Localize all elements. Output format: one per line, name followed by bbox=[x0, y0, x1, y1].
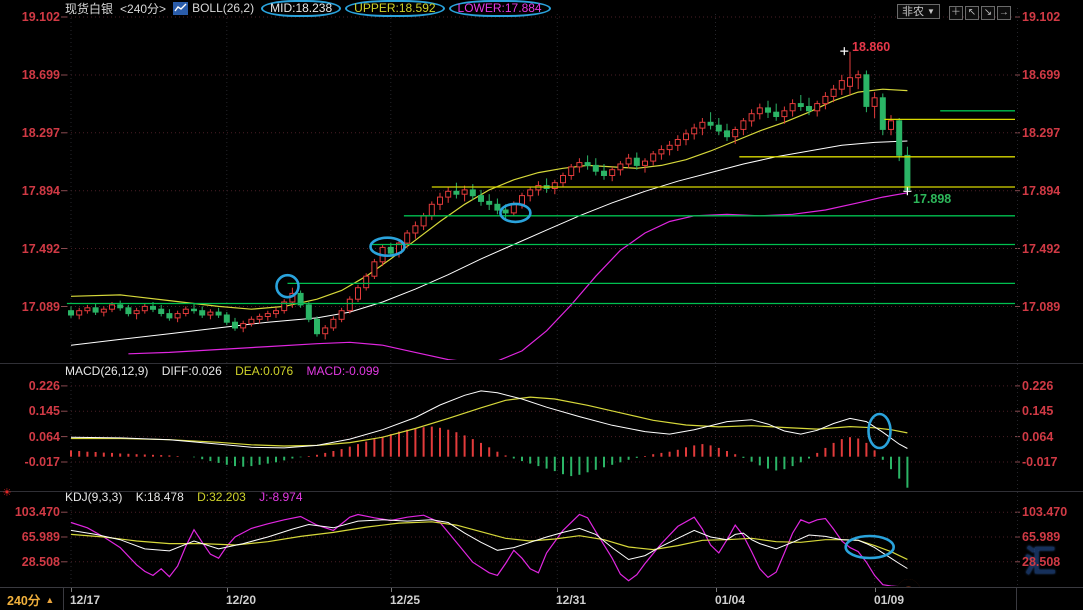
j-line bbox=[70, 513, 899, 586]
bottom-bar-divider bbox=[1016, 588, 1017, 610]
boll-lower-value: LOWER:17.884 bbox=[457, 0, 542, 15]
event-dropdown-label: 非农 bbox=[902, 6, 924, 18]
x-axis-tick bbox=[391, 588, 392, 592]
crosshair-move-icon[interactable]: ＋ bbox=[948, 6, 963, 20]
k-line bbox=[70, 519, 908, 569]
price-levels bbox=[66, 110, 1015, 305]
chart-header: 现货白银 <240分> BOLL(26,2) MID:18.238 UPPER:… bbox=[65, 0, 555, 17]
kdj-k-value: K:18.478 bbox=[135, 490, 184, 504]
macd-indicator-name: MACD(26,12,9) bbox=[65, 364, 149, 378]
boll-lower-line bbox=[128, 192, 908, 360]
price-marker-cross bbox=[903, 187, 912, 196]
period-cell: 240分 ▲ bbox=[0, 588, 64, 610]
period-selector[interactable]: 240分 ▲ bbox=[0, 590, 54, 609]
x-axis-label: 01/09 bbox=[874, 593, 905, 607]
kdj-pane bbox=[70, 513, 908, 586]
zoom-reset-icon[interactable]: ↘ bbox=[980, 6, 995, 20]
macd-pane bbox=[70, 390, 909, 488]
x-axis-tick bbox=[71, 588, 72, 592]
high-price-annotation: 18.860 bbox=[852, 40, 891, 54]
macd-header: MACD(26,12,9) DIFF:0.026 DEA:0.076 MACD:… bbox=[65, 364, 379, 378]
highlight-ellipse bbox=[844, 534, 896, 560]
chart-toolbar: 非农 ▼ ＋ ↖ ↘ → bbox=[897, 2, 1011, 20]
price-marker-cross bbox=[840, 47, 849, 56]
x-axis-tick bbox=[875, 588, 876, 592]
dea-line bbox=[71, 396, 908, 447]
x-axis-label: 12/25 bbox=[390, 593, 421, 607]
gridlines bbox=[0, 8, 1083, 586]
boll-mid-value: MID:18.238 bbox=[270, 0, 333, 15]
highlight-ellipse bbox=[275, 273, 300, 299]
boll-upper-value: UPPER:18.592 bbox=[354, 0, 436, 15]
kdj-j-value: J:-8.974 bbox=[259, 490, 303, 504]
period-label: 240分 bbox=[7, 594, 41, 608]
x-axis-label: 12/20 bbox=[226, 593, 257, 607]
highlight-ellipse bbox=[369, 236, 406, 257]
triangle-up-icon: ▲ bbox=[45, 594, 55, 605]
chart-type-icon bbox=[173, 1, 189, 15]
symbol-title: 现货白银 bbox=[65, 1, 114, 16]
x-axis-tick bbox=[716, 588, 717, 592]
diff-line bbox=[70, 390, 908, 449]
macd-dea-value: DEA:0.076 bbox=[235, 364, 294, 378]
main-pane bbox=[68, 51, 911, 360]
chevron-down-icon: ▼ bbox=[927, 6, 935, 16]
pan-right-icon[interactable]: → bbox=[996, 6, 1011, 20]
x-axis-tick bbox=[557, 588, 558, 592]
x-axis-label: 01/04 bbox=[715, 593, 746, 607]
event-dropdown[interactable]: 非农 ▼ bbox=[897, 3, 940, 19]
period-tag: <240分> bbox=[120, 1, 167, 16]
candles bbox=[68, 51, 911, 340]
boll-mid-line bbox=[70, 140, 908, 346]
macd-macd-value: MACD:-0.099 bbox=[306, 364, 380, 378]
highlight-ellipse bbox=[867, 412, 892, 450]
indicator-name: BOLL(26,2) bbox=[192, 1, 255, 15]
x-axis-label: 12/17 bbox=[70, 593, 101, 607]
macd-diff-value: DIFF:0.026 bbox=[161, 364, 222, 378]
kdj-header: KDJ(9,3,3) K:18.478 D:32.203 J:-8.974 bbox=[65, 490, 303, 504]
kdj-indicator-name: KDJ(9,3,3) bbox=[65, 490, 123, 504]
zoom-area-icon[interactable]: ↖ bbox=[964, 6, 979, 20]
kdj-d-value: D:32.203 bbox=[197, 490, 246, 504]
x-axis-tick bbox=[227, 588, 228, 592]
x-axis-label: 12/31 bbox=[556, 593, 587, 607]
indicator-settings-icon[interactable]: ☀ bbox=[2, 487, 12, 499]
time-axis-bar: 240分 ▲ 12/17 12/20 12/25 12/31 01/04 01/09 bbox=[0, 587, 1083, 610]
boll-mid-highlight: MID:18.238 bbox=[261, 0, 342, 17]
d-line bbox=[70, 521, 908, 560]
boll-lower-highlight: LOWER:17.884 bbox=[448, 0, 551, 17]
boll-upper-highlight: UPPER:18.592 bbox=[345, 0, 445, 17]
highlight-annotations bbox=[275, 47, 912, 560]
last-price-annotation: 17.898 bbox=[913, 192, 952, 206]
highlight-ellipse bbox=[499, 202, 532, 224]
